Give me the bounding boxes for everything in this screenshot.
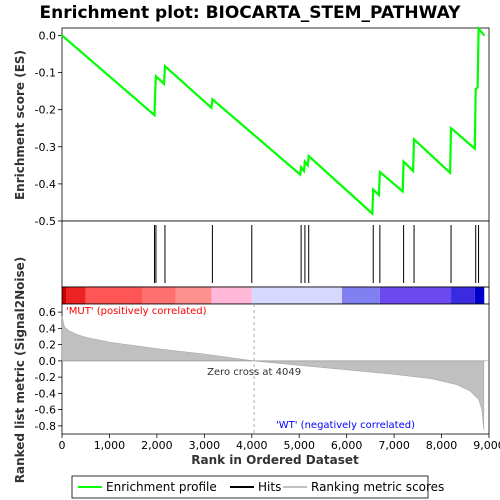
rank-color-segment: [474, 287, 485, 304]
enrichment-profile-point: [163, 83, 165, 85]
enrichment-profile-point: [164, 65, 166, 67]
rank-color-segment: [142, 287, 176, 304]
rank-color-segment: [251, 287, 342, 304]
metric-y-tick-label: 0.6: [39, 306, 57, 319]
es-y-tick-label: -0.2: [35, 104, 56, 117]
rank-color-segment: [62, 287, 67, 304]
enrichment-profile-point: [155, 75, 157, 77]
enrichment-profile-point: [477, 28, 480, 30]
x-tick-label: 6,000: [331, 439, 363, 452]
metric-y-tick-label: -0.2: [35, 371, 56, 384]
enrichment-y-label: Enrichment score (ES): [13, 50, 27, 200]
enrichment-profile-point: [483, 34, 485, 37]
enrichment-profile-point: [477, 86, 479, 88]
enrichment-profile-point: [378, 194, 380, 196]
rank-color-segment: [66, 287, 86, 304]
enrichment-profile-point: [475, 88, 477, 90]
enrichment-profile-point: [449, 172, 451, 174]
x-tick-label: 5,000: [283, 439, 315, 452]
x-tick-label: 1,000: [94, 439, 126, 452]
metric-y-tick-label: 0.2: [39, 339, 57, 352]
enrichment-profile-point: [300, 166, 302, 168]
es-y-tick-label: -0.4: [35, 178, 56, 191]
hits-panel-frame: [61, 220, 490, 288]
chart-title: Enrichment plot: BIOCARTA_STEM_PATHWAY: [40, 3, 462, 23]
metric-y-tick-label: 0.0: [39, 355, 57, 368]
enrichment-profile-point: [403, 161, 405, 163]
enrichment-profile-point: [307, 164, 309, 166]
enrichment-profile-point: [211, 98, 213, 100]
enrichment-profile-point: [153, 114, 156, 116]
es-y-tick-label: -0.3: [35, 141, 56, 154]
legend-item-enrichment: Enrichment profile: [106, 480, 217, 494]
x-tick-label: 7,000: [378, 439, 410, 452]
metric-y-tick-label: -0.8: [35, 420, 56, 433]
legend-item-ranking: Ranking metric scores: [311, 480, 444, 494]
metric-y-label: Ranked list metric (Signal2Noise): [13, 257, 27, 484]
enrichment-profile-point: [474, 148, 476, 150]
enrichment-panel-frame: [61, 27, 490, 222]
negative-correlation-label: 'WT' (negatively correlated): [276, 420, 415, 431]
enrichment-profile-point: [450, 127, 452, 129]
x-tick-label: 4,000: [236, 439, 268, 452]
rank-color-segment: [451, 287, 475, 304]
enrichment-profile-point: [379, 171, 381, 173]
es-y-tick-label: -0.1: [35, 67, 56, 80]
es-y-tick-label: -0.5: [35, 215, 56, 228]
enrichment-profile-point: [412, 170, 414, 172]
x-tick-label: 9,000: [473, 439, 500, 452]
zero-cross-label: Zero cross at 4049: [207, 367, 301, 378]
enrichment-profile-point: [61, 34, 63, 37]
enrichment-profile-point: [154, 96, 156, 98]
enrichment-profile-point: [371, 212, 373, 215]
enrichment-panel: 0.0 -0.1 -0.2 -0.3 -0.4 -0.5: [35, 25, 490, 228]
rank-color-segment: [341, 287, 380, 304]
metric-y-tick-label: -0.6: [35, 404, 56, 417]
x-tick-label: 8,000: [426, 439, 458, 452]
enrichment-profile-point: [304, 161, 306, 163]
legend-item-hits: Hits: [258, 480, 281, 494]
x-axis-label: Rank in Ordered Dataset: [191, 453, 359, 467]
enrichment-profile-point: [299, 174, 301, 176]
positive-correlation-label: 'MUT' (positively correlated): [66, 306, 207, 317]
rank-color-segment: [379, 287, 452, 304]
metric-panel: 0.6 0.4 0.2 0.0 -0.2 -0.4 -0.6 -0.8 Zero cross …: [35, 303, 490, 435]
rank-color-segment: [85, 287, 143, 304]
x-tick-label: 3,000: [189, 439, 221, 452]
enrichment-profile-point: [372, 188, 374, 191]
enrichment-profile-point: [210, 107, 213, 109]
hits-panel: [61, 220, 490, 288]
es-y-tick-label: 0.0: [39, 29, 57, 42]
enrichment-profile-point: [402, 190, 404, 192]
rank-color-segment: [211, 287, 252, 304]
enrichment-profile-point: [413, 138, 415, 140]
enrichment-profile-point: [303, 170, 305, 172]
metric-y-tick-label: 0.4: [39, 322, 57, 335]
ranking-metric-area: [61, 316, 485, 430]
x-tick-label: 2,000: [141, 439, 173, 452]
rank-color-band: [62, 287, 485, 304]
enrichment-profile-point: [308, 155, 310, 157]
x-tick-label: 0: [59, 439, 66, 452]
legend: Enrichment profile Hits Ranking metric s…: [71, 475, 444, 499]
metric-y-tick-label: -0.4: [35, 387, 56, 400]
rank-color-segment: [175, 287, 212, 304]
